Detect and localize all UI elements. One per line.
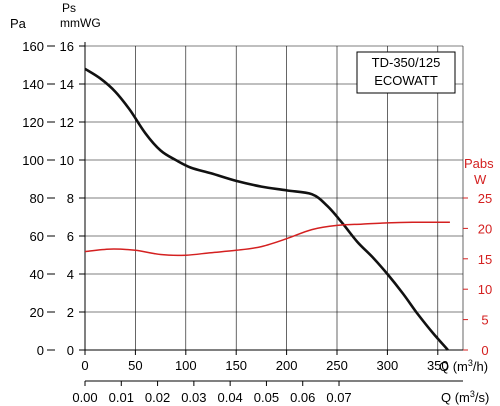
ps-tick-label: 0 <box>67 343 74 358</box>
pa-tick-label: 60 <box>30 229 44 244</box>
q-m3s-tick-label: 0.00 <box>72 390 97 405</box>
q-m3s-tick-label: 0.05 <box>254 390 279 405</box>
q-m3s-tick-label: 0.03 <box>181 390 206 405</box>
q-m3h-tick-label: 150 <box>225 358 247 373</box>
pressure-curve-line <box>84 67 449 351</box>
q-m3s-tick-label: 0.01 <box>109 390 134 405</box>
ps-tick-label: 10 <box>60 153 74 168</box>
pa-tick-label: 120 <box>22 115 44 130</box>
q-m3h-tick-label: 50 <box>128 358 142 373</box>
pa-tick-label: 140 <box>22 77 44 92</box>
pa-tick-label: 20 <box>30 305 44 320</box>
series-layer <box>84 67 450 351</box>
legend-model: TD-350/125 <box>372 55 441 70</box>
q-m3h-tick-label: 300 <box>377 358 399 373</box>
q-m3s-tick-label: 0.04 <box>217 390 242 405</box>
pa-tick-label: 0 <box>37 343 44 358</box>
ps-tick-label: 16 <box>60 39 74 54</box>
ps-tick-label: 4 <box>67 267 74 282</box>
q-m3h-tick-label: 100 <box>175 358 197 373</box>
ps-tick-label: 2 <box>67 305 74 320</box>
q-m3s-tick-label: 0.07 <box>326 390 351 405</box>
q-m3s-axis-label: Q (m3/s) <box>441 389 489 405</box>
grid <box>85 45 463 350</box>
ps-tick-label: 14 <box>60 77 74 92</box>
legend-name: ECOWATT <box>374 73 438 88</box>
q-m3s-tick-label: 0.06 <box>290 390 315 405</box>
q-m3h-tick-label: 200 <box>276 358 298 373</box>
ps-tick-label: 8 <box>67 191 74 206</box>
ps-tick-label: 6 <box>67 229 74 244</box>
ps-axis-label-line1: Ps <box>62 1 76 15</box>
q-m3h-tick-label: 350 <box>427 358 449 373</box>
ps-tick-label: 12 <box>60 115 74 130</box>
axes <box>84 42 464 382</box>
power-tick-label: 10 <box>478 282 492 297</box>
pa-tick-label: 160 <box>22 39 44 54</box>
q-m3s-tick-label: 0.02 <box>145 390 170 405</box>
power-axis-label-line1: Pabs <box>464 156 494 171</box>
pa-tick-label: 100 <box>22 153 44 168</box>
ps-axis-label-line2: mmWG <box>60 16 101 30</box>
power-tick-label: 20 <box>478 221 492 236</box>
pa-tick-label: 80 <box>30 191 44 206</box>
power-tick-label: 0 <box>481 343 488 358</box>
q-m3h-axis-label: Q (m3/h) <box>439 358 488 374</box>
legend-box <box>356 51 456 94</box>
pa-axis-label: Pa <box>10 16 27 31</box>
power-tick-label: 25 <box>478 191 492 206</box>
tick-labels: 0204060801001201401600246810121416051015… <box>22 39 492 405</box>
pa-tick-label: 40 <box>30 267 44 282</box>
q-m3h-tick-label: 250 <box>326 358 348 373</box>
power-tick-label: 5 <box>481 313 488 328</box>
power-axis-label-line2: W <box>474 172 487 187</box>
power-tick-label: 15 <box>478 252 492 267</box>
q-m3h-tick-label: 0 <box>81 358 88 373</box>
legend: TD-350/125 ECOWATT <box>356 51 456 94</box>
power-curve-line <box>84 221 450 257</box>
